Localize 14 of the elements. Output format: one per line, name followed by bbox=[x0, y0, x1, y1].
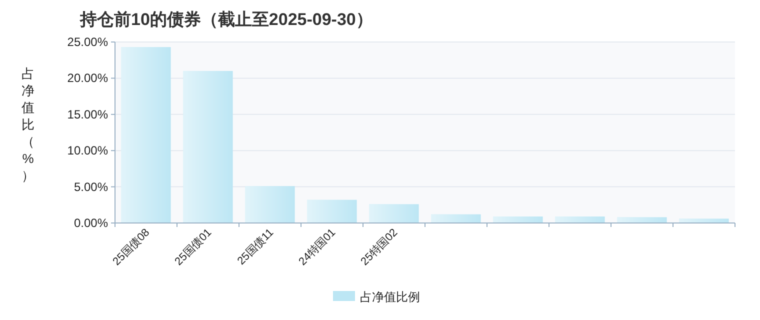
x-tick-label: 25特国02 bbox=[358, 226, 400, 268]
x-tick-label: 24特国01 bbox=[296, 226, 338, 268]
y-tick-label: 15.00% bbox=[67, 107, 108, 122]
y-axis-title: 占净值比（%） bbox=[22, 66, 34, 183]
y-tick-label: 10.00% bbox=[67, 144, 108, 158]
y-tick-label: 5.00% bbox=[74, 180, 108, 194]
y-tick-label: 0.00% bbox=[74, 216, 108, 230]
y-tick-label: 20.00% bbox=[67, 71, 108, 86]
x-tick-label: 25国债11 bbox=[235, 226, 276, 268]
legend-label: 占净值比例 bbox=[360, 290, 420, 304]
y-tick-label: 25.00% bbox=[67, 35, 108, 49]
x-tick-label: 25国债01 bbox=[172, 226, 214, 268]
chart-title: 持仓前10的债券（截止至2025-09-30） bbox=[79, 10, 373, 29]
x-tick-label: 25国债08 bbox=[110, 226, 152, 268]
